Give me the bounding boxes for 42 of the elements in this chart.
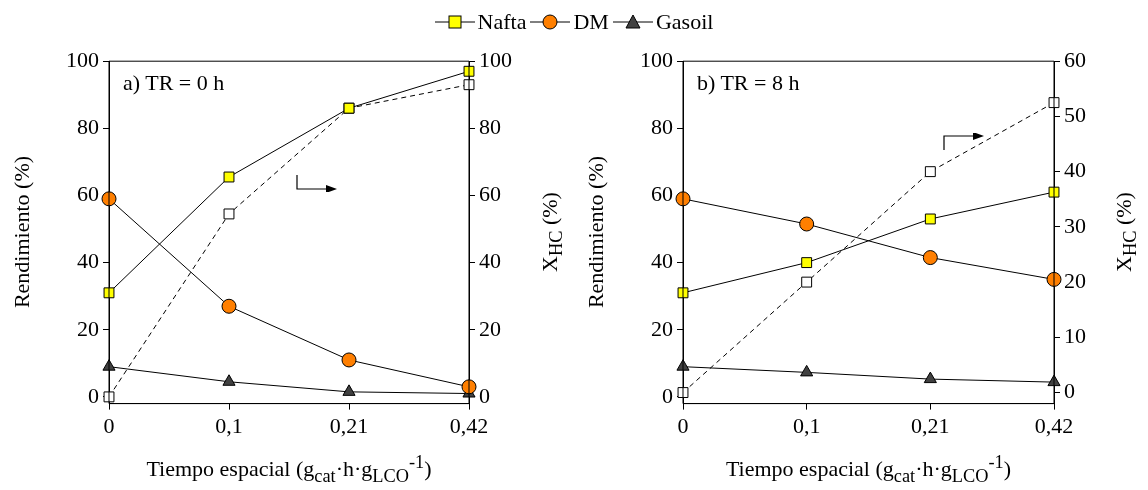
- x-axis-title: Tiempo espacial (g$_{cat}$·h·g$_{LCO}$$^{-1}$): [146, 452, 432, 487]
- y-tick-label: 20: [77, 315, 99, 341]
- y2-tick-label: 20: [1064, 267, 1086, 293]
- y2-tick-label: 80: [479, 114, 501, 140]
- x-tick-label: 0,21: [329, 412, 369, 438]
- y-tick-label: 100: [66, 46, 99, 72]
- y-axis-title: Rendimiento (%): [9, 156, 35, 309]
- x-tick-label: 0,1: [792, 412, 821, 438]
- legend-label: DM: [573, 9, 609, 35]
- x-tick-label: 0: [103, 412, 115, 438]
- y-tick-label: 40: [77, 248, 99, 274]
- y2-tick-label: 40: [479, 248, 501, 274]
- y2-tick-label: 0: [1064, 378, 1075, 404]
- y-tick-label: 20: [651, 315, 673, 341]
- annotation: a) TR = 0 h: [123, 69, 225, 95]
- y2-tick-label: 60: [479, 181, 501, 207]
- y-tick-label: 0: [662, 382, 673, 408]
- y2-tick-label: 0: [479, 382, 490, 408]
- y-tick-label: 40: [651, 248, 673, 274]
- y2-tick-label: 100: [479, 46, 512, 72]
- y-tick-label: 80: [77, 114, 99, 140]
- y-tick-label: 60: [651, 181, 673, 207]
- y-tick-label: 60: [77, 181, 99, 207]
- y-axis-title: Rendimiento (%): [583, 156, 609, 309]
- legend-label: Gasoil: [655, 9, 714, 35]
- y2-tick-label: 60: [1064, 46, 1086, 72]
- y2-tick-label: 30: [1064, 212, 1086, 238]
- y2-tick-label: 10: [1064, 323, 1086, 349]
- x-tick-label: 0,42: [1034, 412, 1074, 438]
- annotation: b) TR = 8 h: [697, 69, 800, 95]
- y2-tick-label: 40: [1064, 157, 1086, 183]
- y2-tick-label: 50: [1064, 102, 1086, 128]
- x-tick-label: 0,21: [911, 412, 950, 438]
- x-tick-label: 0: [677, 412, 689, 438]
- y-tick-label: 0: [88, 382, 99, 408]
- x-axis-title: Tiempo espacial (g$_{cat}$·h·g$_{LCO}$$^{-1}$): [725, 452, 1012, 487]
- legend-label: Nafta: [477, 9, 527, 35]
- x-tick-label: 0,42: [449, 412, 489, 438]
- y-tick-label: 80: [651, 114, 673, 140]
- x-tick-label: 0,1: [215, 412, 243, 438]
- y-tick-label: 100: [640, 46, 673, 72]
- y2-tick-label: 20: [479, 315, 501, 341]
